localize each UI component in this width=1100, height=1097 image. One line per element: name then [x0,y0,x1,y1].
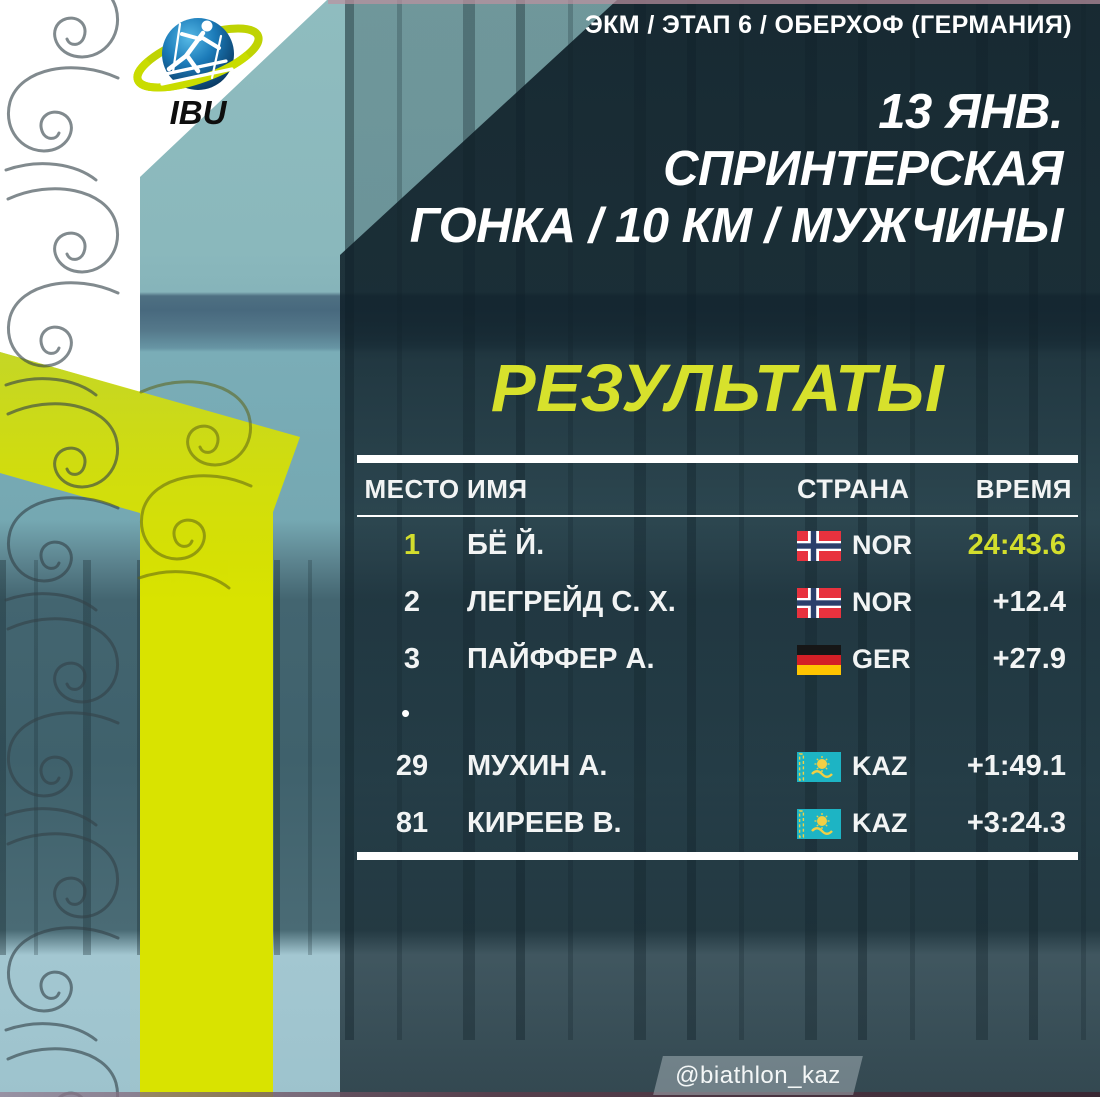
race-title-line: СПРИНТЕРСКАЯ [663,142,1063,196]
results-rows: 1 БЁ Й. NOR 24:43.6 2 ЛЕГРЕЙД С. Х. NOR +12.4… [357,517,1078,852]
table-header-row: МЕСТО ИМЯ СТРАНА ВРЕМЯ [357,463,1078,515]
flag-kazakhstan-icon [797,751,841,782]
result-row: 81 КИРЕЕВ В. KAZ +3:24.3 [357,795,1078,852]
result-row: 29 МУХИН А. KAZ +1:49.1 [357,738,1078,795]
place-cell: 29 [395,750,429,782]
result-row: 2 ЛЕГРЕЙД С. Х. NOR +12.4 [357,574,1078,631]
result-row: 3 ПАЙФФЕР А. GER +27.9 [357,631,1078,688]
social-handle: @biathlon_kaz [675,1062,841,1089]
country-cell: KAZ [797,751,957,782]
skier-icon [154,20,234,86]
country-cell: GER [797,644,957,675]
country-code: GER [852,644,911,674]
bottom-accent-line [0,1092,1100,1097]
athlete-name-cell: КИРЕЕВ В. [467,807,622,839]
rows-separator: • [357,688,1078,738]
column-header-country: СТРАНА [797,473,910,504]
column-header-time: ВРЕМЯ [975,473,1072,504]
flag-germany-icon [797,644,841,675]
column-header-place: МЕСТО [364,473,460,504]
flag-norway-icon [797,530,841,561]
social-handle-badge: @biathlon_kaz [653,1056,863,1095]
athlete-name-cell: ПАЙФФЕР А. [467,643,655,675]
ibu-logo: IBU [133,18,263,131]
ellipsis-bullet: • [401,698,411,728]
time-cell: +3:24.3 [966,807,1066,839]
time-cell: +1:49.1 [966,750,1066,782]
place-cell: 2 [403,586,421,618]
country-cell: NOR [797,587,957,618]
race-title-line: 13 ЯНВ. [878,85,1063,139]
result-row: 1 БЁ Й. NOR 24:43.6 [357,517,1078,574]
country-cell: NOR [797,530,957,561]
results-heading: РЕЗУЛЬТАТЫ [490,351,945,426]
country-code: KAZ [852,751,908,781]
kazakh-ornament-pattern-extra [137,380,253,590]
kazakh-ornament-pattern [4,0,120,1097]
flag-kazakhstan-icon [797,808,841,839]
country-code: KAZ [852,808,908,838]
athlete-name-cell: МУХИН А. [467,750,608,782]
time-cell: +27.9 [992,643,1066,675]
athlete-name-cell: БЁ Й. [467,529,545,561]
country-code: NOR [852,587,912,617]
athlete-name-cell: ЛЕГРЕЙД С. Х. [467,586,676,618]
table-top-rule [357,455,1078,463]
place-cell: 3 [403,643,421,675]
event-info: ЭКМ / ЭТАП 6 / ОБЕРХОФ (ГЕРМАНИЯ) [584,11,1072,39]
place-cell: 81 [395,807,429,839]
flag-norway-icon [797,587,841,618]
race-title-line: ГОНКА / 10 КМ / МУЖЧИНЫ [409,199,1064,253]
time-cell: 24:43.6 [967,529,1066,561]
top-accent-line [328,0,1100,4]
country-cell: KAZ [797,808,957,839]
ibu-logo-text: IBU [170,94,228,131]
time-cell: +12.4 [992,586,1066,618]
table-bottom-rule [357,852,1078,860]
country-code: NOR [852,530,912,560]
race-title: 13 ЯНВ. СПРИНТЕРСКАЯ ГОНКА / 10 КМ / МУЖ… [409,84,1064,255]
column-header-name: ИМЯ [467,473,528,504]
table-header-rule [357,515,1078,517]
results-table: МЕСТО ИМЯ СТРАНА ВРЕМЯ 1 БЁ Й. NOR 24:43.6 2 ЛЕ… [357,455,1078,860]
place-cell: 1 [403,529,421,561]
